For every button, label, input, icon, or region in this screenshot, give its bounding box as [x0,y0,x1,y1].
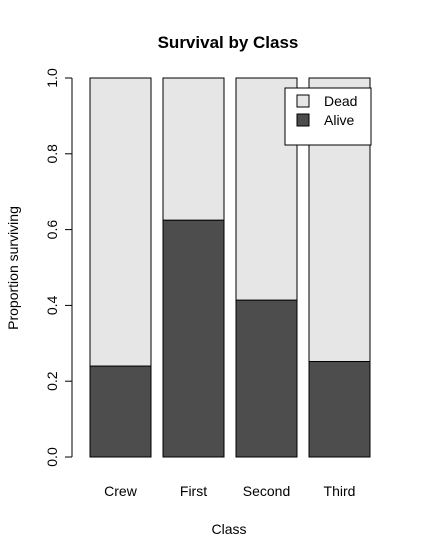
y-tick-label: 0.8 [44,144,60,164]
y-tick-label: 0.0 [44,447,60,467]
y-axis: 0.0 0.2 0.4 0.6 0.8 1.0 [44,68,73,467]
bar-second-alive [235,299,298,458]
x-axis-label: Class [211,521,246,537]
y-axis-label: Proportion surviving [5,206,21,330]
chart-title: Survival by Class [158,33,299,52]
y-tick-label: 0.6 [44,220,60,240]
x-tick-labels: Crew First Second Third [104,483,355,499]
bar-first-alive [162,219,225,458]
legend-label-dead: Dead [324,93,357,109]
y-tick-label: 0.2 [44,371,60,391]
legend-swatch-alive [296,113,310,127]
bar-first-dead [162,77,225,221]
legend-swatch-dead [296,94,310,108]
bar-crew-alive [89,365,152,458]
y-tick-label: 1.0 [44,68,60,88]
legend: Dead Alive [284,87,372,146]
x-tick-label: Third [324,483,356,499]
x-tick-label: Crew [104,483,138,499]
y-tick-label: 0.4 [44,295,60,315]
x-tick-label: Second [243,483,290,499]
bar-third-alive [308,360,371,458]
legend-label-alive: Alive [324,112,355,128]
bar-crew-dead [89,77,152,367]
x-tick-label: First [180,483,207,499]
